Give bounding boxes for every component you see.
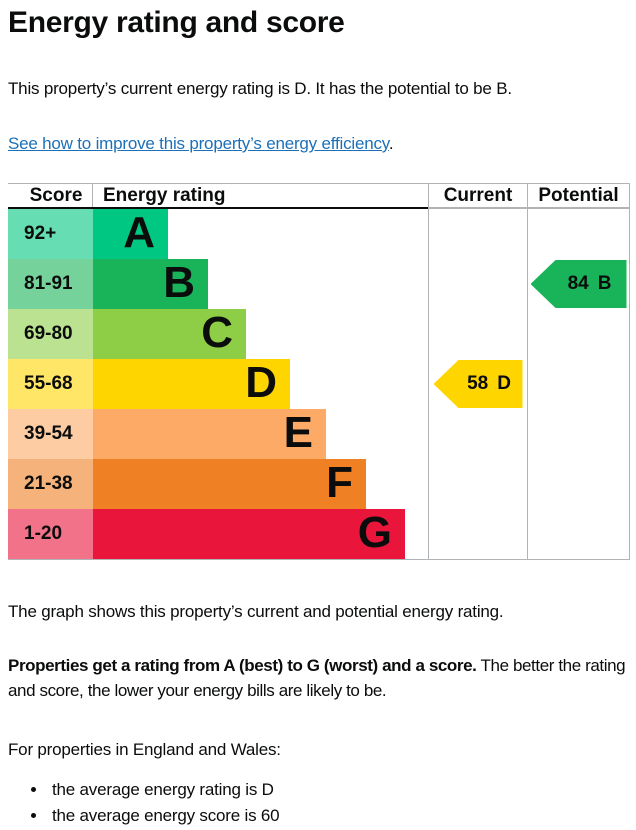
rating-bar-area: F — [93, 459, 428, 509]
potential-rating-arrow: 84 B — [530, 260, 627, 308]
rating-band-c: C — [93, 309, 246, 359]
arrow-score-value: 84 — [567, 273, 589, 294]
rating-bar-area: C — [93, 309, 428, 359]
potential-column-cell — [527, 409, 630, 459]
chart-caption: The graph shows this property’s current … — [8, 602, 504, 621]
current-rating-arrow: 58 D — [433, 360, 523, 408]
intro-text: This property’s current energy rating is… — [8, 79, 512, 98]
list-item-average-rating: the average energy rating is D — [48, 777, 630, 803]
arrow-score-value: 58 — [467, 373, 489, 394]
rating-bar-area: G — [93, 509, 428, 559]
score-range-label: 1-20 — [8, 509, 93, 559]
energy-rating-chart: Score Energy rating Current Potential 92… — [8, 183, 630, 560]
score-range-label: 55-68 — [8, 359, 93, 409]
current-column-cell — [428, 459, 527, 509]
epc-band-row-b: 81-91 B 84 B — [8, 259, 630, 309]
chart-body: 92+ A 81-91 B 84 B 69-80 C 55-68 D 58 D 39-54 E 21-38 F… — [8, 209, 630, 559]
rating-bar-area: A — [93, 209, 428, 259]
epc-band-row-g: 1-20 G — [8, 509, 630, 559]
current-column-cell — [428, 409, 527, 459]
potential-column-cell — [527, 209, 630, 259]
rating-bar-area: E — [93, 409, 428, 459]
rating-band-d: D — [93, 359, 290, 409]
page-title: Energy rating and score — [8, 6, 345, 39]
potential-column-cell — [527, 309, 630, 359]
link-suffix: . — [388, 134, 394, 153]
rating-band-a: A — [93, 209, 168, 259]
list-item-average-score: the average energy score is 60 — [48, 803, 630, 829]
current-column-cell — [428, 209, 527, 259]
potential-column-cell — [527, 509, 630, 559]
header-current: Current — [428, 184, 527, 207]
potential-column-cell — [527, 459, 630, 509]
score-range-label: 69-80 — [8, 309, 93, 359]
score-range-label: 39-54 — [8, 409, 93, 459]
rating-explanation-bold: Properties get a rating from A (best) to… — [8, 656, 477, 675]
potential-column-cell: 84 B — [527, 259, 630, 309]
current-column-cell: 58 D — [428, 359, 527, 409]
rating-band-f: F — [93, 459, 366, 509]
current-column-cell — [428, 509, 527, 559]
score-range-label: 21-38 — [8, 459, 93, 509]
epc-band-row-c: 69-80 C — [8, 309, 630, 359]
rating-band-b: B — [93, 259, 208, 309]
potential-column-cell — [527, 359, 630, 409]
chart-bottom-border — [8, 559, 630, 560]
rating-bar-area: D — [93, 359, 428, 409]
header-score: Score — [8, 184, 93, 207]
score-range-label: 92+ — [8, 209, 93, 259]
header-potential: Potential — [527, 184, 630, 207]
rating-band-g: G — [93, 509, 405, 559]
score-range-label: 81-91 — [8, 259, 93, 309]
current-column-cell — [428, 259, 527, 309]
chart-header-row: Score Energy rating Current Potential — [8, 184, 630, 207]
improve-efficiency-link[interactable]: See how to improve this property’s energ… — [8, 134, 389, 153]
arrow-rating-letter: D — [497, 373, 511, 394]
header-energy-rating: Energy rating — [103, 185, 226, 206]
rating-explanation: Properties get a rating from A (best) to… — [8, 653, 630, 703]
header-divider — [8, 207, 630, 209]
arrow-rating-letter: B — [597, 273, 612, 294]
region-heading: For properties in England and Wales: — [8, 740, 281, 759]
improve-link-row: See how to improve this property’s energ… — [8, 131, 630, 156]
epc-band-row-f: 21-38 F — [8, 459, 630, 509]
epc-band-row-a: 92+ A — [8, 209, 630, 259]
current-column-cell — [428, 309, 527, 359]
averages-list: the average energy rating is D the avera… — [8, 777, 630, 828]
rating-explanation-rest: The better the rating and score, the low… — [8, 656, 626, 700]
rating-band-e: E — [93, 409, 326, 459]
epc-band-row-d: 55-68 D 58 D — [8, 359, 630, 409]
epc-band-row-e: 39-54 E — [8, 409, 630, 459]
rating-bar-area: B — [93, 259, 428, 309]
